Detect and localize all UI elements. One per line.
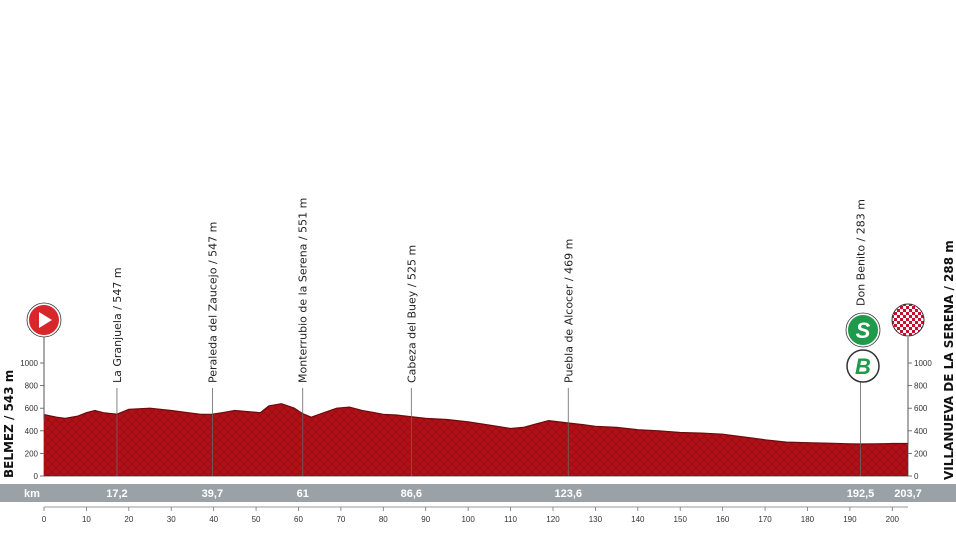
x-axis: 0 10 20 30 40 50 60 70 80 90 100 110 120 130 140 150 160…	[42, 506, 908, 524]
x-tick-label: 120	[546, 515, 560, 524]
y-tick-label: 600	[25, 404, 39, 413]
x-tick-label: 40	[209, 515, 218, 524]
start-icon	[26, 302, 62, 338]
x-tick-label: 190	[843, 515, 857, 524]
y-tick-label: 200	[25, 449, 39, 458]
y-tick-label-right: 600	[914, 404, 928, 413]
km-band-labels: 17,2 39,7 61 86,6 123,6 192,5 203,7	[106, 488, 922, 500]
y-tick-label: 800	[25, 382, 39, 391]
waypoint-km-label: 39,7	[202, 488, 223, 500]
y-tick-label-right: 800	[914, 382, 928, 391]
bonus-badge-icon: B	[846, 349, 880, 383]
waypoint-km-label: 17,2	[106, 488, 127, 500]
sprint-badge-letter: S	[856, 318, 871, 343]
waypoint-km-label: 61	[297, 488, 309, 500]
finish-label: VILLANUEVA DE LA SERENA / 288 m	[942, 240, 956, 480]
waypoint-km-label: 192,5	[847, 488, 875, 500]
y-axis-right: 0 200 400 600 800 1000	[907, 359, 932, 481]
waypoint-label: La Granjuela / 547 m	[111, 267, 124, 383]
elevation-profile	[43, 403, 908, 477]
y-tick-label-right: 0	[914, 472, 919, 481]
bonus-badge-letter: B	[855, 354, 871, 379]
x-tick-label: 110	[504, 515, 517, 524]
waypoint-km-label: 86,6	[401, 488, 422, 500]
y-tick-label: 0	[34, 472, 39, 481]
profile-texture	[44, 403, 908, 476]
waypoint-km-label: 123,6	[554, 488, 582, 500]
waypoint-label: Puebla de Alcocer / 469 m	[562, 239, 575, 383]
x-tick-label: 130	[589, 515, 603, 524]
km-band-label: km	[24, 488, 40, 500]
x-tick-label: 60	[294, 515, 303, 524]
km-band	[0, 484, 956, 502]
y-tick-label-right: 1000	[914, 359, 932, 368]
x-tick-label: 140	[631, 515, 645, 524]
waypoints: La Granjuela / 547 m Peraleda del Zaucejo…	[111, 198, 867, 476]
x-tick-label: 170	[758, 515, 772, 524]
y-tick-label: 1000	[20, 359, 38, 368]
x-tick-label: 20	[124, 515, 133, 524]
x-tick-label: 70	[336, 515, 345, 524]
x-tick-label: 150	[674, 515, 688, 524]
finish-flag-icon	[891, 303, 925, 337]
x-tick-label: 90	[421, 515, 430, 524]
y-axis: 0 200 400 600 800 1000	[20, 359, 45, 481]
x-tick-label: 30	[167, 515, 176, 524]
x-tick-label: 80	[379, 515, 388, 524]
x-tick-label: 200	[886, 515, 900, 524]
y-tick-label-right: 200	[914, 449, 928, 458]
finish-km-label: 203,7	[894, 488, 922, 500]
x-tick-label: 100	[461, 515, 475, 524]
waypoint-label: Monterrubio de la Serena / 551 m	[297, 198, 310, 383]
x-tick-label: 50	[252, 515, 261, 524]
x-tick-label: 160	[716, 515, 730, 524]
profile-ridge	[43, 403, 908, 445]
y-tick-label: 400	[25, 427, 39, 436]
waypoint-label: Peraleda del Zaucejo / 547 m	[206, 222, 219, 383]
x-tick-label: 180	[801, 515, 815, 524]
start-label: BELMEZ / 543 m	[2, 370, 16, 478]
waypoint-label: Cabeza del Buey / 525 m	[405, 245, 418, 383]
sprint-badge-icon: S	[845, 312, 881, 348]
x-tick-label: 0	[42, 515, 47, 524]
x-tick-label: 10	[82, 515, 91, 524]
y-tick-label-right: 400	[914, 427, 928, 436]
waypoint-label: Don Benito / 283 m	[854, 199, 867, 306]
